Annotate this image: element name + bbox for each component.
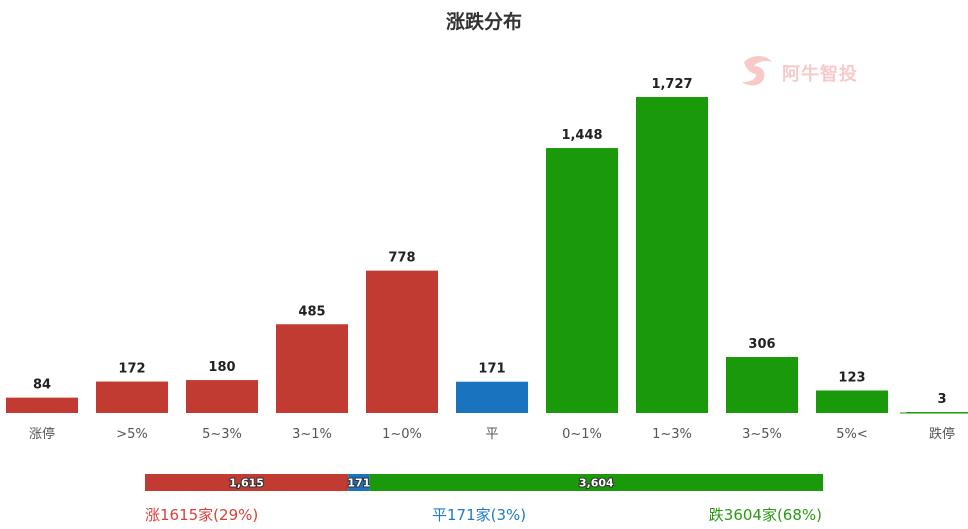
summary-down-segment-label: 3,604 xyxy=(579,477,614,490)
summary-up-segment xyxy=(145,474,349,491)
category-label: 涨停 xyxy=(29,426,55,442)
bar-value-label: 180 xyxy=(208,360,235,375)
bar-2 xyxy=(186,380,258,413)
bar-value-label: 1,448 xyxy=(561,128,602,143)
bar-7 xyxy=(636,97,708,413)
bar-10 xyxy=(906,412,968,413)
summary-bar: 1,615 171 3,604 xyxy=(145,474,823,491)
summary-flat-segment xyxy=(348,474,370,491)
bar-value-label: 306 xyxy=(748,337,775,352)
legend-up: 涨1615家(29%) xyxy=(145,506,259,524)
bar-4 xyxy=(366,270,438,413)
summary-up-segment-label: 1,615 xyxy=(229,477,264,490)
bar-0 xyxy=(6,397,78,413)
bar-8 xyxy=(726,357,798,413)
legend-flat: 平171家(3%) xyxy=(432,506,527,524)
category-label: >5% xyxy=(116,427,148,442)
category-label: 3~5% xyxy=(742,427,782,442)
chart-title: 涨跌分布 xyxy=(445,11,522,33)
category-label: 5%< xyxy=(836,427,868,442)
bar-value-label: 84 xyxy=(33,378,51,393)
bar-value-label: 1,727 xyxy=(651,77,692,92)
summary-down-segment xyxy=(369,474,823,491)
bar-value-label: 3 xyxy=(937,392,946,407)
bull-logo-icon xyxy=(742,56,772,86)
bar-1 xyxy=(96,381,168,413)
legend-down: 跌3604家(68%) xyxy=(708,506,822,524)
bar-9 xyxy=(816,390,888,413)
bar-value-label: 123 xyxy=(838,370,865,385)
watermark-logo: 阿牛智投 xyxy=(738,52,888,92)
category-label: 跌停 xyxy=(929,426,955,442)
watermark-text: 阿牛智投 xyxy=(782,64,858,85)
category-label: 1~3% xyxy=(652,427,692,442)
category-label: 平 xyxy=(485,427,498,442)
bar-value-label: 778 xyxy=(388,251,415,266)
bar-6 xyxy=(546,148,618,414)
category-label: 5~3% xyxy=(202,427,242,442)
summary-flat-segment-label: 171 xyxy=(347,477,370,490)
bar-value-label: 172 xyxy=(118,362,145,377)
category-label: 3~1% xyxy=(292,427,332,442)
bar-5 xyxy=(456,381,528,413)
bar-value-label: 485 xyxy=(298,304,325,319)
bar-value-label: 171 xyxy=(478,362,505,377)
category-label: 1~0% xyxy=(382,427,422,442)
bars-layer: 84 涨停 172 >5% 180 5~3% 485 3~1% 778 1~0% 171 平 1,448… xyxy=(6,77,968,442)
bar-3 xyxy=(276,324,348,413)
category-label: 0~1% xyxy=(562,427,602,442)
